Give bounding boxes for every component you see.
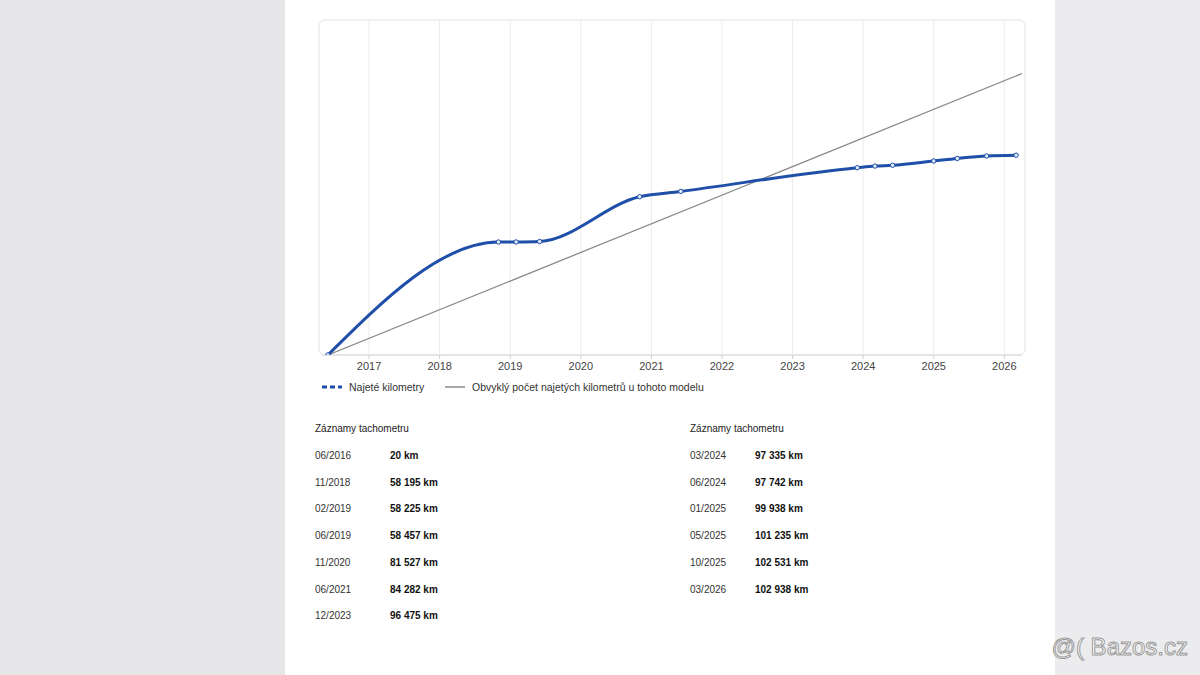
tick-mark bbox=[651, 355, 652, 359]
table-km: 58 225 km bbox=[390, 503, 438, 514]
table-km: 58 195 km bbox=[390, 477, 438, 488]
point-marker bbox=[873, 164, 877, 168]
grid-line bbox=[933, 21, 934, 355]
table-date: 11/2018 bbox=[315, 477, 351, 488]
table-date: 12/2023 bbox=[315, 610, 352, 621]
table-title: Záznamy tachometru bbox=[690, 423, 784, 434]
panel bbox=[285, 0, 1055, 675]
table-km: 84 282 km bbox=[390, 584, 438, 595]
plot-frame bbox=[319, 20, 1025, 355]
point-marker bbox=[326, 353, 330, 355]
legend-key bbox=[322, 386, 342, 389]
table-title: Záznamy tachometru bbox=[315, 423, 409, 434]
table-date: 03/2024 bbox=[690, 450, 727, 461]
x-tick-label: 2021 bbox=[639, 360, 663, 372]
series-line bbox=[328, 155, 1016, 355]
table-km: 97 742 km bbox=[755, 477, 803, 488]
x-tick-label: 2025 bbox=[922, 360, 946, 372]
table-km: 96 475 km bbox=[390, 610, 438, 621]
table-date: 05/2025 bbox=[690, 530, 727, 541]
tick-mark bbox=[580, 355, 581, 359]
grid-line bbox=[863, 21, 864, 355]
point-marker bbox=[985, 154, 989, 158]
x-tick-label: 2019 bbox=[498, 360, 522, 372]
grid-line bbox=[510, 21, 511, 355]
x-tick-label: 2026 bbox=[992, 360, 1016, 372]
point-marker bbox=[537, 239, 541, 243]
grid-line bbox=[1004, 21, 1005, 355]
table-date: 06/2021 bbox=[315, 584, 352, 595]
table-date: 01/2025 bbox=[690, 503, 727, 514]
point-marker bbox=[855, 166, 859, 170]
point-marker bbox=[955, 156, 959, 160]
table-date: 03/2026 bbox=[690, 584, 727, 595]
table-date: 06/2016 bbox=[315, 450, 352, 461]
x-tick-label: 2023 bbox=[780, 360, 804, 372]
grid-line bbox=[722, 21, 723, 355]
point-marker bbox=[932, 159, 936, 163]
grid-line bbox=[792, 21, 793, 355]
point-marker bbox=[496, 240, 500, 244]
point-marker bbox=[637, 195, 641, 199]
grid-line bbox=[369, 21, 370, 355]
legend-label: Obvyklý počet najetých kilometrů u tohot… bbox=[472, 381, 704, 393]
x-tick-label: 2024 bbox=[851, 360, 875, 372]
tick-mark bbox=[510, 355, 511, 359]
legend-key bbox=[445, 386, 465, 388]
grid-line bbox=[651, 21, 652, 355]
table-km: 81 527 km bbox=[390, 557, 438, 568]
table-km: 20 km bbox=[390, 450, 418, 461]
tick-mark bbox=[369, 355, 370, 359]
x-tick-label: 2017 bbox=[357, 360, 381, 372]
x-tick-label: 2020 bbox=[569, 360, 593, 372]
tick-mark bbox=[863, 355, 864, 359]
point-marker bbox=[890, 163, 894, 167]
x-tick-label: 2018 bbox=[427, 360, 451, 372]
table-km: 102 531 km bbox=[755, 557, 808, 568]
legend-label: Najeté kilometry bbox=[349, 381, 425, 393]
grid-line bbox=[580, 21, 581, 355]
table-date: 10/2025 bbox=[690, 557, 727, 568]
point-marker bbox=[1014, 153, 1018, 157]
watermark: @( Bazos.cz bbox=[1052, 633, 1188, 660]
tick-mark bbox=[1004, 355, 1005, 359]
x-axis-line bbox=[322, 355, 1022, 356]
table-date: 06/2024 bbox=[690, 477, 727, 488]
table-km: 58 457 km bbox=[390, 530, 438, 541]
table-date: 11/2020 bbox=[315, 557, 351, 568]
table-date: 06/2019 bbox=[315, 530, 352, 541]
point-marker bbox=[679, 189, 683, 193]
page: 2017 2018 2019 2020 2021 2022 2023 2024 2025 2026… bbox=[0, 0, 1200, 675]
series-line bbox=[328, 74, 1022, 355]
table-km: 102 938 km bbox=[755, 584, 808, 595]
tick-mark bbox=[439, 355, 440, 359]
plot-marks bbox=[326, 74, 1022, 355]
tick-mark bbox=[722, 355, 723, 359]
background bbox=[0, 0, 1200, 675]
side-area bbox=[1055, 0, 1200, 675]
tick-mark bbox=[792, 355, 793, 359]
tick-mark bbox=[933, 355, 934, 359]
table-date: 02/2019 bbox=[315, 503, 352, 514]
point-marker bbox=[514, 240, 518, 244]
table-km: 99 938 km bbox=[755, 503, 803, 514]
table-km: 97 335 km bbox=[755, 450, 803, 461]
grid-line bbox=[439, 21, 440, 355]
x-tick-label: 2022 bbox=[710, 360, 734, 372]
table-km: 101 235 km bbox=[755, 530, 808, 541]
